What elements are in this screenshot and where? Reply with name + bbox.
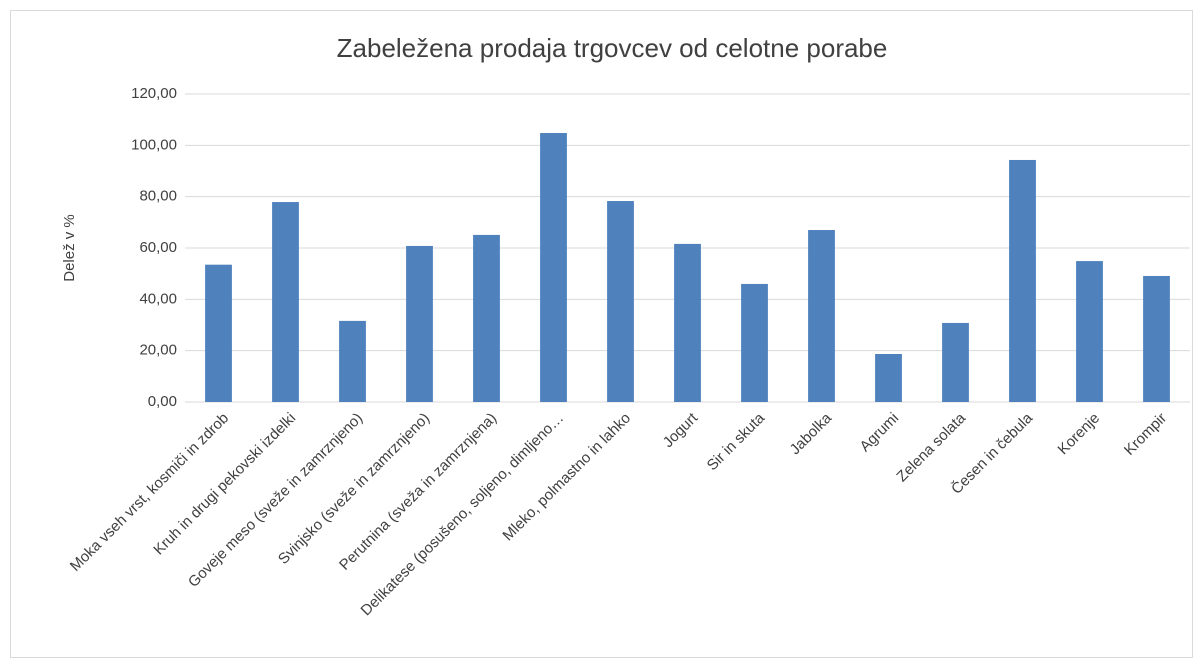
chart-title: Zabeležena prodaja trgovcev od celotne p… — [337, 33, 888, 63]
bar — [339, 320, 366, 402]
y-tick-label: 60,00 — [139, 239, 177, 256]
y-tick-label: 40,00 — [139, 290, 177, 307]
bar — [272, 202, 299, 402]
bar — [540, 133, 567, 402]
bar — [875, 354, 902, 402]
y-tick-label: 0,00 — [148, 393, 177, 410]
bar — [674, 243, 701, 402]
bar — [942, 322, 969, 402]
y-tick-label: 80,00 — [139, 188, 177, 205]
bar — [205, 264, 232, 402]
bar — [406, 245, 433, 402]
y-tick-label: 100,00 — [131, 136, 177, 153]
y-tick-label: 120,00 — [131, 85, 177, 102]
bar — [1076, 261, 1103, 402]
y-tick-label: 20,00 — [139, 342, 177, 359]
bar — [1009, 159, 1036, 402]
bar — [607, 201, 634, 402]
bar — [741, 283, 768, 402]
y-axis-label: Delež v % — [61, 214, 78, 282]
bar — [473, 234, 500, 402]
bar — [1143, 275, 1170, 402]
bar — [808, 230, 835, 402]
